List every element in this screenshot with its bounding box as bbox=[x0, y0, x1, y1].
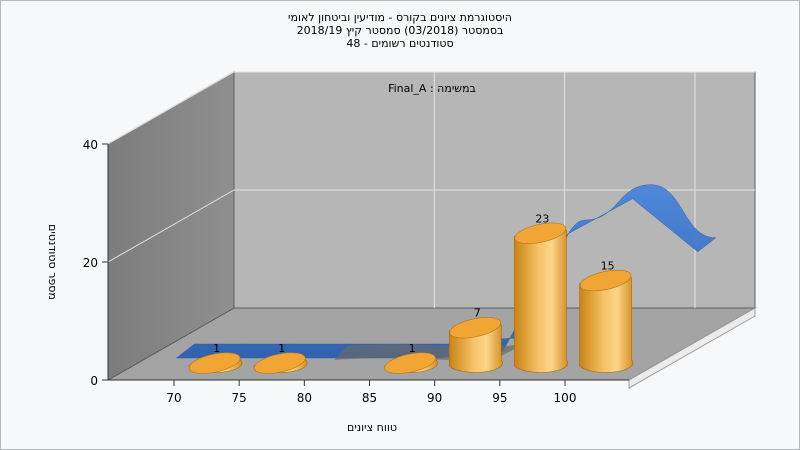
bar-4 bbox=[448, 317, 503, 373]
bar-6 bbox=[579, 269, 634, 373]
bar-3 bbox=[383, 352, 438, 374]
bar-value-label-6: 15 bbox=[601, 260, 615, 273]
bar-value-label-5: 23 bbox=[535, 212, 549, 225]
chart-title-line-1: היסטוגרמת ציונים בקורס - מודיעין וביטחון… bbox=[288, 11, 512, 24]
bar-1 bbox=[253, 352, 308, 374]
bar-value-label-4: 7 bbox=[474, 307, 481, 320]
y-axis-title: מספר סטודנטים bbox=[46, 224, 59, 300]
chart-floor-edge bbox=[628, 307, 756, 389]
x-axis-title: טווח ציונים bbox=[347, 421, 397, 434]
bar-top-5 bbox=[514, 222, 567, 244]
y-tick-label-1: 20 bbox=[83, 256, 98, 270]
chart-axes bbox=[102, 143, 629, 386]
chart-title-line-3: סטודנטים רשומים - 48 bbox=[346, 37, 454, 50]
series-bars bbox=[188, 222, 634, 374]
bar-top-0 bbox=[188, 352, 241, 374]
x-tick-label-3: 85 bbox=[362, 391, 377, 405]
bar-body-5 bbox=[514, 229, 569, 373]
x-tick-label-6: 100 bbox=[554, 391, 577, 405]
x-tick-label-2: 80 bbox=[297, 391, 312, 405]
grid-line-y-1 bbox=[107, 189, 235, 263]
bar-value-label-0: 1 bbox=[213, 342, 220, 355]
y-tick-label-0: 0 bbox=[90, 374, 98, 388]
grid-line-y-2 bbox=[107, 71, 235, 145]
bar-top-6 bbox=[579, 269, 632, 292]
bar-0 bbox=[188, 352, 243, 374]
x-tick-label-5: 95 bbox=[492, 391, 507, 405]
chart-labels: 1 1 1 7 23 15 70 75 80 85 90 95 100 0 20 40 טווח ציונים מ… bbox=[46, 82, 615, 434]
chart-annotation: במשימה : Final_A bbox=[388, 82, 476, 95]
chart-title-line-2: בסמסטר (03/2018) סמסטר קיץ 2018/19 bbox=[296, 24, 504, 37]
y-tick-label-2: 40 bbox=[83, 138, 98, 152]
bar-value-label-1: 1 bbox=[278, 342, 285, 355]
bar-body-6 bbox=[579, 277, 634, 373]
bar-5 bbox=[514, 222, 569, 373]
x-tick-label-4: 90 bbox=[427, 391, 442, 405]
chart-walls bbox=[106, 71, 757, 389]
x-tick-label-1: 75 bbox=[232, 391, 247, 405]
bar-top-4 bbox=[449, 317, 502, 339]
x-tick-label-0: 70 bbox=[166, 391, 181, 405]
bar-top-3 bbox=[384, 352, 436, 374]
bar-top-1 bbox=[253, 352, 306, 374]
bar-value-label-3: 1 bbox=[409, 342, 416, 355]
